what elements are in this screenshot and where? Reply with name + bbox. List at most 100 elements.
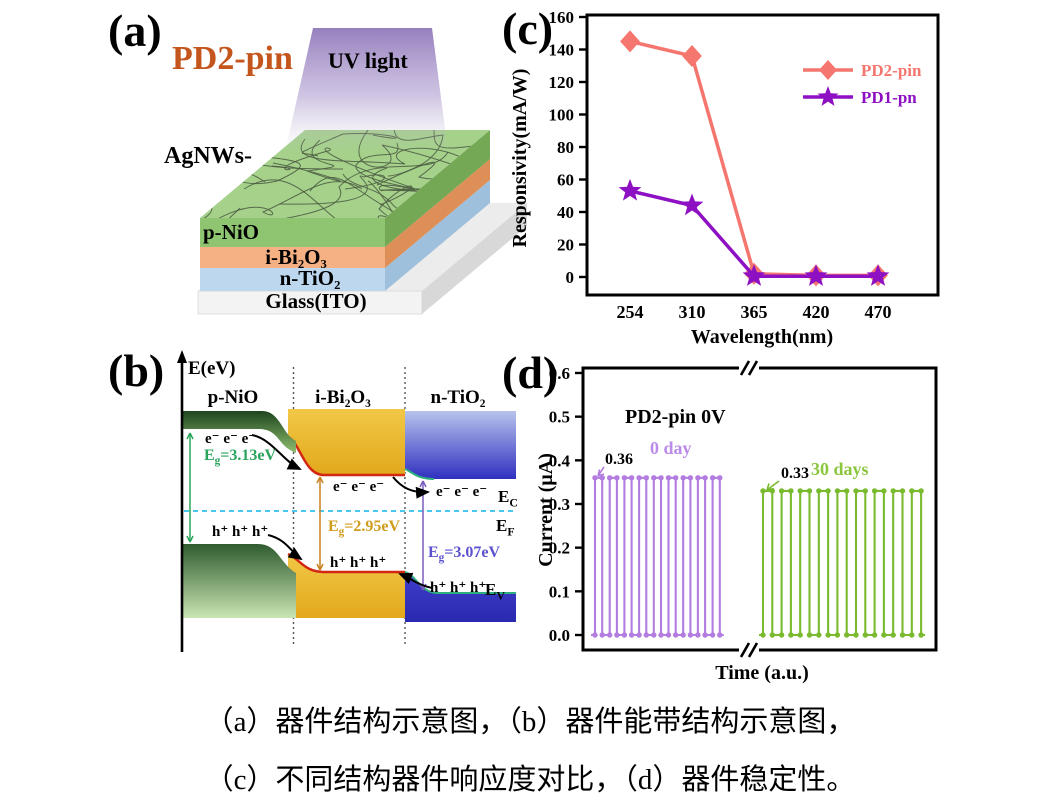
band-diagram: E(eV) p-NiO i-Bi₂O₃ n-TiO₂ e⁻ e⁻ e⁻ e⁻ e…	[100, 345, 530, 695]
pulse-dot	[788, 488, 794, 494]
pulse-dot	[881, 632, 887, 638]
y-tick-label: 0.6	[549, 364, 570, 383]
legend-marker	[819, 60, 837, 80]
pulse-dot	[862, 632, 868, 638]
series-marker-PD2-pin	[682, 45, 702, 67]
axis-break-slash	[747, 360, 759, 376]
pulse-dot	[825, 488, 831, 494]
pulse-dot	[788, 632, 794, 638]
x-tick-label: 310	[679, 302, 706, 322]
panel-a-label: (a)	[108, 5, 162, 56]
pulse-dot	[643, 475, 649, 481]
x-tick-label: 470	[865, 302, 892, 322]
pulse-dot	[834, 632, 841, 638]
pulse-dot	[636, 475, 642, 481]
holes-bi2o3: h⁺ h⁺ h⁺	[330, 555, 387, 571]
x-tick-label: 365	[741, 302, 768, 322]
pulse-dot	[687, 475, 694, 481]
fermi-level-label: EF	[496, 516, 515, 539]
pulse-dot	[643, 632, 649, 638]
pulse-dot	[918, 632, 924, 638]
series-marker-PD1-pn	[804, 264, 828, 286]
pulse-dot	[899, 488, 906, 494]
pulse-dot	[680, 632, 686, 638]
layer-label-pnio: p-NiO	[203, 220, 260, 244]
pnio-front-face	[200, 218, 385, 247]
pulse-dot	[825, 632, 831, 638]
pnio-side-face	[385, 130, 490, 247]
y-tick-label: 60	[557, 171, 574, 190]
y-tick-label: 140	[549, 41, 575, 60]
pulse-dot	[614, 475, 620, 481]
x-tick-label: 254	[617, 302, 644, 322]
device-title: PD2-pin	[172, 40, 293, 77]
glass-side-face	[422, 203, 527, 314]
caption-line-1: （a）器件结构示意图，（b）器件能带结构示意图，	[204, 706, 856, 738]
x-axis-title: Wavelength(nm)	[691, 326, 833, 348]
conduction-level-label: EC	[498, 487, 518, 510]
nanowire	[243, 179, 437, 218]
uv-beam	[285, 28, 448, 152]
series-label-0day: 0 day	[650, 438, 692, 458]
pulse-dot	[862, 488, 868, 494]
tio2-conduction-band	[405, 411, 516, 479]
pulse-dot	[687, 632, 694, 638]
pulse-dot	[853, 488, 859, 494]
annotation-0day-value: 0.36	[605, 451, 633, 468]
series-marker-PD1-pn	[680, 193, 704, 216]
panel-c-label: (c)	[502, 3, 554, 54]
y-tick-label: 100	[549, 106, 575, 125]
pulse-dot	[853, 632, 859, 638]
ibi2o3-front-face	[200, 247, 385, 268]
pulse-dot	[709, 632, 716, 638]
tio2-valence-band	[405, 572, 516, 622]
y-tick-label: 80	[557, 138, 574, 157]
agnws-label: AgNWs-	[164, 143, 252, 169]
legend-label: PD2-pin	[861, 61, 922, 80]
panel-d-label: (d)	[502, 347, 559, 398]
pulse-dot	[702, 632, 708, 638]
bandgap-arrow-tio2	[419, 480, 427, 591]
series-marker-PD2-pin	[620, 30, 640, 53]
annotation-30days-value: 0.33	[781, 465, 809, 482]
energy-axis-arrowhead	[177, 350, 187, 363]
nanowire	[200, 181, 363, 218]
ntio2-front-face	[200, 268, 385, 291]
stability-chart: 0.0 0.1 0.2 0.3 0.4 0.5 0.6 Current (μA) Time (a…	[535, 360, 938, 684]
layer-label-glass: Glass(ITO)	[265, 289, 367, 313]
plot-border	[585, 13, 940, 297]
pulse-dot	[717, 632, 723, 638]
pulse-dot	[673, 632, 679, 638]
pulse-dot	[871, 488, 878, 494]
pulse-dot	[890, 632, 896, 638]
panel-b-label: (b)	[108, 345, 165, 396]
pulse-dot	[806, 632, 813, 638]
hole-transfer-arrow-nio-bi2o3	[267, 534, 303, 561]
hole-transfer-arrow-tio2-bi2o3	[398, 572, 433, 589]
annotation-0day-arrow	[597, 466, 605, 477]
pulse-dot	[844, 488, 850, 494]
pulse-dot	[592, 632, 598, 638]
series-label-30days: 30 days	[811, 459, 869, 479]
nio-conduction-band	[182, 411, 296, 453]
pulse-dot	[651, 475, 657, 481]
bandgap-arrow-bi2o3	[316, 476, 324, 571]
pulse-dot	[760, 488, 766, 494]
y-tick-label: 160	[549, 8, 575, 27]
nio-valence-band	[182, 544, 296, 618]
y-axis-title: Responsivity(mA/W)	[509, 69, 531, 248]
pulse-dot	[816, 632, 822, 638]
pulse-dot	[909, 488, 915, 494]
x-axis-title: Time (a.u.)	[715, 662, 809, 684]
pulse-dot	[628, 632, 635, 638]
legend-marker	[817, 86, 839, 106]
pulse-dot	[592, 475, 598, 481]
pulse-dot	[695, 632, 701, 638]
pulse-dot	[607, 475, 613, 481]
pulse-dot	[628, 475, 635, 481]
bi2o3-valence-band	[288, 554, 405, 618]
y-tick-label: 40	[557, 203, 574, 222]
y-tick-label: 0.5	[549, 408, 570, 427]
pulse-dot	[806, 488, 813, 494]
pulse-dot	[871, 632, 878, 638]
